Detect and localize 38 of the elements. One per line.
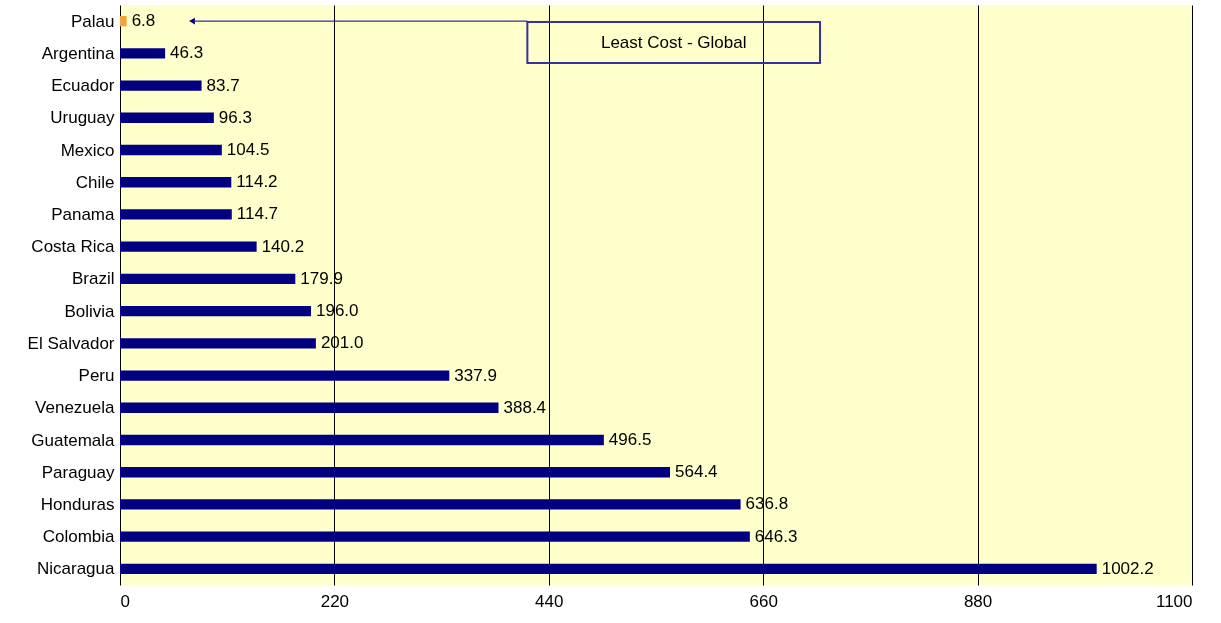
data-label: 114.7 — [236, 204, 279, 224]
y-tick-label: Bolivia — [64, 301, 116, 321]
y-tick-label: Brazil — [71, 269, 115, 289]
data-label: 114.2 — [236, 172, 278, 192]
data-label: 337.9 — [454, 365, 497, 385]
data-label: 83.7 — [206, 75, 240, 95]
x-tick-label: 1100 — [1155, 591, 1193, 611]
data-label: 96.3 — [218, 107, 252, 127]
y-tick-label: Mexico — [60, 140, 115, 160]
y-tick-label: Colombia — [42, 527, 116, 547]
data-label: 6.8 — [131, 11, 156, 31]
y-tick-label: Panama — [51, 204, 116, 224]
y-tick-label: Chile — [75, 172, 115, 192]
data-label: 564.4 — [675, 462, 718, 482]
data-label: 496.5 — [608, 430, 652, 449]
y-tick-label: Ecuador — [51, 76, 115, 96]
y-tick-label: Uruguay — [50, 108, 115, 128]
y-tick-label: Argentina — [41, 43, 116, 63]
y-tick-label: El Salvador — [27, 333, 115, 353]
x-tick-label: 0 — [120, 591, 130, 611]
y-tick-label: Nicaragua — [37, 559, 116, 579]
annotation: Least Cost - Global — [600, 32, 747, 52]
y-tick-label: Honduras — [40, 494, 115, 514]
x-tick-label: 440 — [535, 591, 564, 611]
data-label: 1002.2 — [1101, 558, 1154, 578]
y-tick-label: Palau — [71, 11, 115, 31]
data-label: 388.4 — [503, 397, 547, 417]
y-tick-label: Venezuela — [35, 398, 116, 418]
data-label: 140.2 — [261, 236, 305, 256]
y-tick-label: Peru — [78, 366, 115, 386]
data-label: 46.3 — [170, 43, 204, 63]
y-tick-label: Paraguay — [41, 462, 115, 482]
y-tick-label: Guatemala — [31, 430, 116, 450]
x-tick-label: 220 — [320, 591, 350, 611]
y-tick-label: Costa Rica — [31, 237, 116, 257]
data-label: 104.5 — [226, 140, 270, 159]
x-tick-label: 660 — [749, 591, 778, 611]
x-tick-label: 880 — [963, 591, 993, 611]
